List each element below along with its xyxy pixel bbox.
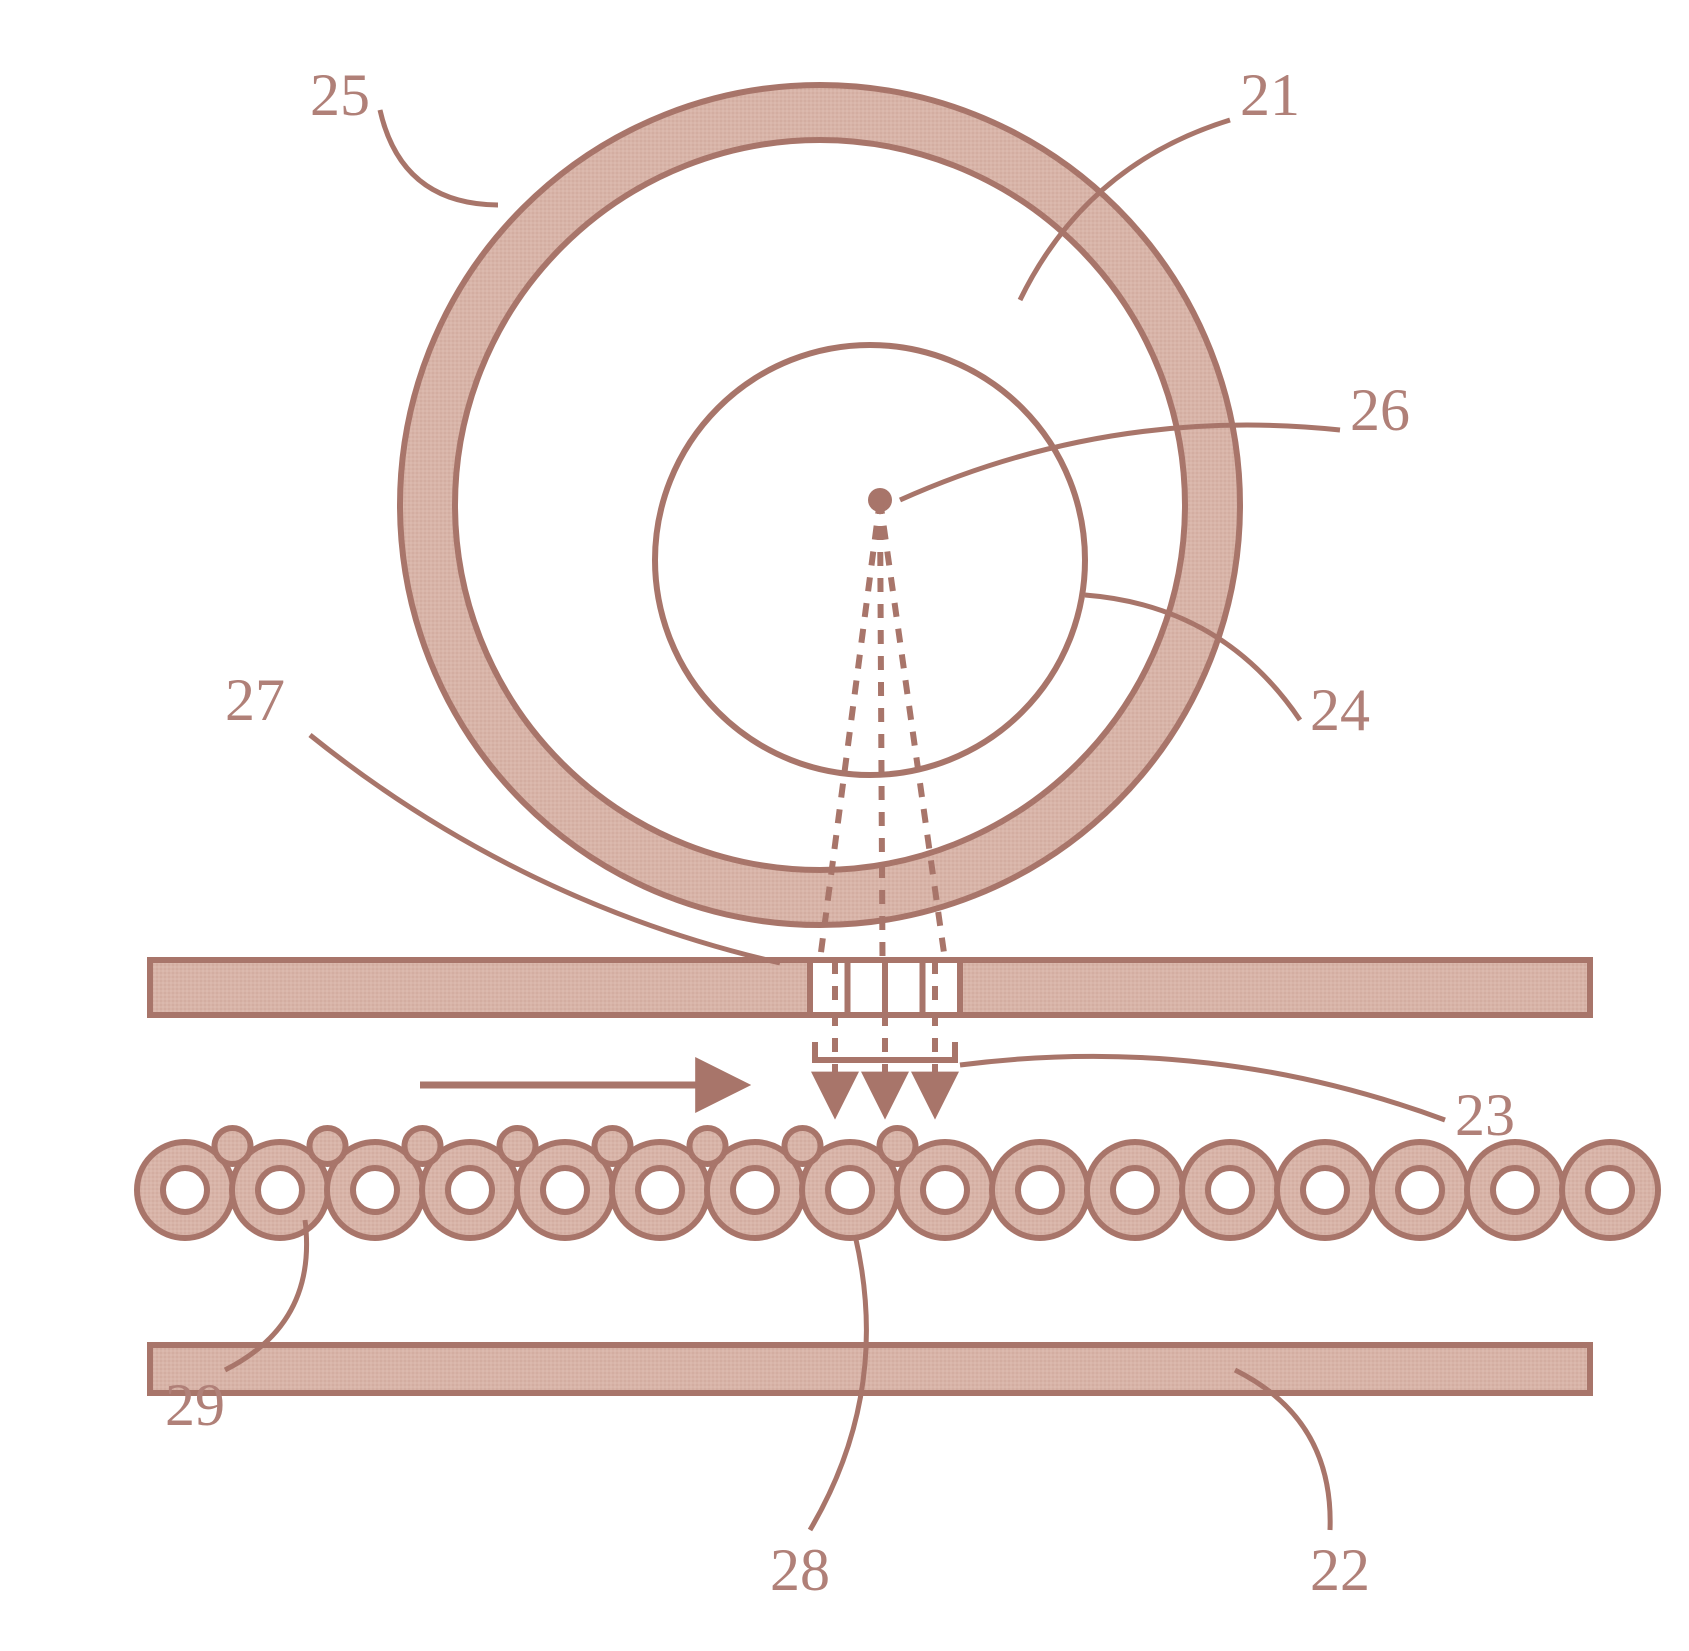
ref-label: 26 — [1350, 377, 1410, 443]
cell — [1182, 1142, 1278, 1238]
ref-label: 27 — [225, 667, 285, 733]
cell-small — [500, 1128, 536, 1164]
ref-label: 24 — [1310, 677, 1370, 743]
cell — [1372, 1142, 1468, 1238]
cell-row — [137, 1128, 1658, 1238]
cell-small — [690, 1128, 726, 1164]
ref-label: 23 — [1455, 1082, 1515, 1148]
ref-label: 22 — [1310, 1537, 1370, 1603]
beam-cone-center — [880, 500, 883, 960]
ref-label: 21 — [1240, 62, 1300, 128]
top-plate-right — [960, 960, 1590, 1015]
cell-small — [215, 1128, 251, 1164]
cell — [1087, 1142, 1183, 1238]
ref-label: 29 — [165, 1372, 225, 1438]
cell — [992, 1142, 1088, 1238]
ref-label: 25 — [310, 62, 370, 128]
bottom-plate — [150, 1345, 1590, 1393]
outer-ring — [400, 85, 1240, 925]
cell-small — [405, 1128, 441, 1164]
cell-small — [595, 1128, 631, 1164]
cell-small — [785, 1128, 821, 1164]
leader-line — [380, 110, 498, 205]
cell-small — [880, 1128, 916, 1164]
leader-line — [960, 1056, 1445, 1120]
cell — [1562, 1142, 1658, 1238]
leader-line — [900, 425, 1340, 500]
ref-label: 28 — [770, 1537, 830, 1603]
cell-small — [310, 1128, 346, 1164]
cell — [1467, 1142, 1563, 1238]
diagram-root: 25 21 26 24 27 23 29 28 22 — [0, 0, 1689, 1651]
top-plate-left — [150, 960, 810, 1015]
cell — [1277, 1142, 1373, 1238]
